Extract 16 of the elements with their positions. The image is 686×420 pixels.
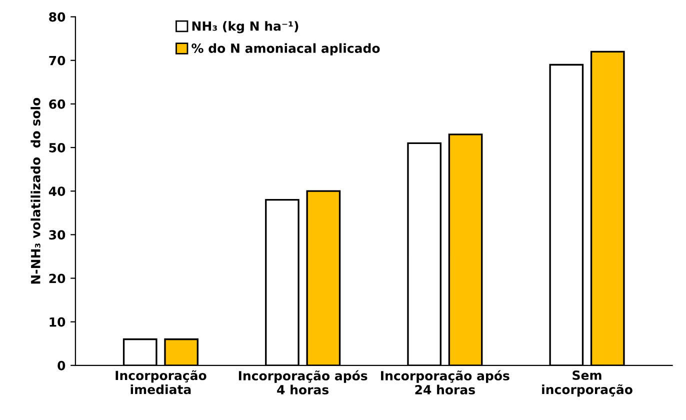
x-tick-label: Sem incorporação <box>542 370 632 397</box>
y-tick-label: 80 <box>49 12 66 22</box>
legend-label: NH₃ (kg N ha⁻¹) <box>192 21 298 34</box>
y-tick-label: 0 <box>58 360 66 370</box>
x-tick-label: Incorporação imediata <box>116 370 206 394</box>
y-tick-label: 50 <box>49 142 66 152</box>
y-tick-label: 10 <box>50 317 66 327</box>
y-tick-label: 20 <box>49 274 66 284</box>
y-axis-title: N-NH₃ volatilizado do solo <box>30 98 40 284</box>
x-tick-label: Incorporação após 4 horas <box>238 370 368 394</box>
y-tick-label: 30 <box>49 230 66 240</box>
x-tick-label: Incorporação após 24 horas <box>381 370 510 394</box>
y-tick-label: 70 <box>49 56 66 66</box>
legend-label: % do N amoniacal aplicado <box>192 43 380 56</box>
y-tick-label: 60 <box>49 99 66 109</box>
y-tick-label: 40 <box>48 186 66 196</box>
